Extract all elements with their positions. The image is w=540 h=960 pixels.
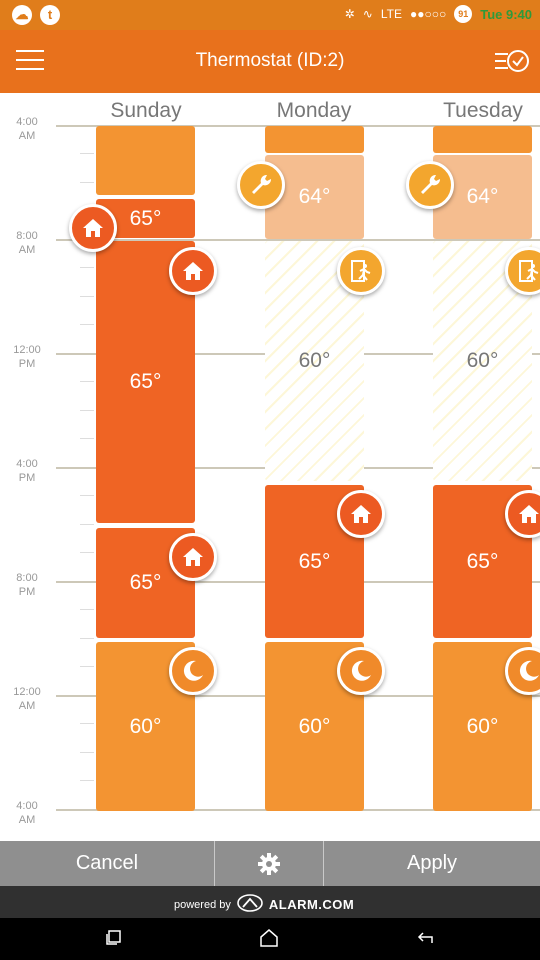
- home-icon[interactable]: [169, 533, 217, 581]
- powered-by-footer: powered by ALARM.COM: [0, 886, 540, 918]
- hamburger-menu-icon[interactable]: [16, 50, 44, 74]
- grid-line: [56, 239, 540, 241]
- alarm-com-logo-icon: [237, 894, 263, 915]
- home-icon[interactable]: [337, 490, 385, 538]
- away-icon[interactable]: [505, 247, 540, 295]
- time-label: 8:00 AM: [16, 230, 38, 256]
- schedule-block-sunday-1[interactable]: [96, 126, 195, 195]
- moon-icon[interactable]: [337, 647, 385, 695]
- page-title: Thermostat (ID:2): [195, 50, 345, 71]
- schedule-block-tuesday-1[interactable]: [433, 126, 532, 153]
- time-label: 4:00 PM: [16, 458, 38, 484]
- bluetooth-icon: ✲: [344, 7, 355, 21]
- day-label-tuesday: Tuesday: [443, 99, 523, 122]
- system-nav-bar: [0, 918, 540, 960]
- chat-icon: ☁: [12, 5, 32, 25]
- brand-name: ALARM.COM: [268, 897, 355, 912]
- time-label: 12:00 AM: [13, 686, 41, 712]
- t-app-icon: t: [40, 5, 60, 25]
- moon-icon[interactable]: [505, 647, 540, 695]
- day-label-monday: Monday: [276, 99, 352, 122]
- schedule-block-monday-1[interactable]: [265, 126, 364, 153]
- status-time: Tue 9:40: [480, 6, 532, 22]
- wrench-icon[interactable]: [406, 161, 454, 209]
- recent-apps-icon[interactable]: [104, 928, 128, 950]
- home-icon[interactable]: [169, 247, 217, 295]
- home-icon[interactable]: [69, 204, 117, 252]
- back-icon[interactable]: [414, 928, 438, 950]
- wrench-icon[interactable]: [237, 161, 285, 209]
- battery-icon: 91: [454, 5, 473, 23]
- home-nav-icon[interactable]: [258, 928, 282, 950]
- home-icon[interactable]: [505, 490, 540, 538]
- gear-icon[interactable]: [215, 841, 323, 886]
- powered-by-label: powered by: [174, 898, 231, 911]
- moon-icon[interactable]: [169, 647, 217, 695]
- status-bar: ☁ t ✲ ∿ LTE ●●○○○ 91 Tue 9:40: [0, 0, 540, 30]
- signal-icon: ∿: [362, 7, 373, 21]
- time-label: 4:00 AM: [16, 116, 38, 142]
- schedule-block-monday-3[interactable]: 60°: [265, 241, 364, 481]
- time-label: 4:00 AM: [16, 800, 38, 826]
- schedule-block-tuesday-4[interactable]: 65°: [433, 485, 532, 638]
- signal-dots-icon: ●●○○○: [409, 7, 447, 21]
- app-header: Thermostat (ID:2): [0, 30, 540, 93]
- schedule-grid: Sunday Monday Tuesday 4:00 AM 8:00 AM 12:0…: [0, 93, 540, 841]
- cancel-button[interactable]: Cancel: [75, 852, 139, 874]
- schedule-list-icon[interactable]: [494, 48, 530, 76]
- away-icon[interactable]: [337, 247, 385, 295]
- time-label: 8:00 PM: [16, 572, 38, 598]
- day-label-sunday: Sunday: [110, 99, 182, 122]
- apply-button[interactable]: Apply: [406, 852, 458, 874]
- network-label: LTE: [380, 7, 402, 21]
- time-label: 12:00 PM: [13, 344, 41, 370]
- schedule-block-tuesday-2[interactable]: 64°: [433, 155, 532, 239]
- action-bar: Cancel Apply: [0, 841, 540, 886]
